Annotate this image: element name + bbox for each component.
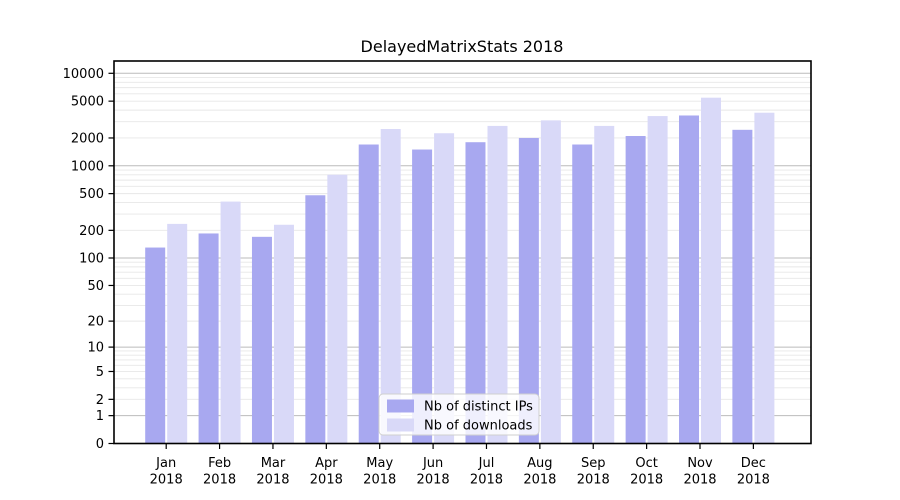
chart-title: DelayedMatrixStats 2018: [361, 37, 564, 56]
x-tick-label: Sep 2018: [577, 456, 610, 488]
bar-distinct-ips-jul: [465, 142, 486, 444]
legend-swatch-distinct-ips: [387, 399, 414, 413]
bar-downloads-may: [380, 129, 401, 444]
x-tick-label: Aug 2018: [523, 456, 556, 488]
x-tick-label: Feb 2018: [203, 456, 236, 488]
bar-downloads-feb: [220, 201, 241, 444]
bar-downloads-jul: [487, 125, 508, 444]
y-axis: 0 12 5 10 20 50 100 200 500 1000 2000 5000 10000: [63, 67, 114, 452]
y-tick-label: 200: [79, 224, 104, 239]
y-tick-label: 0: [96, 437, 104, 452]
bar-distinct-ips-oct: [625, 136, 646, 444]
bar-downloads-apr: [327, 174, 348, 444]
bar-distinct-ips-apr: [305, 195, 326, 444]
legend-label-distinct-ips: Nb of distinct IPs: [424, 400, 533, 415]
x-tick-label: Mar 2018: [256, 456, 289, 488]
legend: Nb of distinct IPs Nb of downloads: [378, 393, 540, 436]
y-tick-label: 1000: [71, 159, 104, 174]
x-tick-label: Apr 2018: [310, 456, 343, 488]
legend-box: [378, 393, 540, 436]
bar-distinct-ips-jun: [412, 149, 433, 444]
y-tick-label: 10000: [63, 67, 104, 82]
x-tick-label: Oct 2018: [630, 456, 663, 488]
bar-downloads-mar: [273, 224, 294, 444]
bar-downloads-dec: [754, 112, 775, 444]
bar-distinct-ips-nov: [679, 115, 699, 444]
y-tick-label: 5000: [71, 95, 104, 110]
bar-downloads-oct: [647, 116, 668, 444]
x-tick-label: Dec 2018: [737, 456, 770, 488]
x-tick-label: May 2018: [363, 456, 396, 488]
x-tick-label: Jun 2018: [417, 456, 450, 488]
x-tick-label: Jan 2018: [150, 456, 183, 488]
legend-swatch-downloads: [387, 418, 414, 432]
y-tick-label: 10: [87, 341, 104, 356]
bar-downloads-sep: [594, 125, 615, 444]
x-axis: Jan 2018 Feb 2018 Mar 2018 Apr 2018 May 2018 Jun 20…: [150, 443, 770, 488]
bar-distinct-ips-feb: [198, 233, 219, 444]
y-tick-label: 50: [87, 279, 104, 294]
bar-distinct-ips-dec: [732, 129, 753, 444]
y-tick-label: 1: [96, 409, 104, 424]
y-tick-label: 2: [96, 393, 104, 408]
bar-distinct-ips-sep: [572, 144, 593, 444]
y-tick-label: 20: [87, 315, 104, 330]
y-tick-label: 2000: [71, 131, 104, 146]
bar-distinct-ips-aug: [518, 137, 539, 444]
y-tick-label: 5: [96, 365, 104, 380]
bar-distinct-ips-may: [358, 144, 379, 444]
y-tick-label: 500: [79, 187, 104, 202]
bars-group: [145, 97, 775, 444]
bar-downloads-jan: [167, 223, 188, 444]
bar-downloads-nov: [701, 97, 721, 444]
bar-downloads-aug: [540, 120, 561, 444]
bar-downloads-jun: [434, 133, 455, 444]
legend-label-downloads: Nb of downloads: [424, 419, 533, 434]
bar-distinct-ips-mar: [251, 236, 272, 444]
bar-distinct-ips-jan: [145, 247, 166, 444]
plot-border: [113, 60, 812, 445]
x-tick-label: Jul 2018: [470, 456, 503, 488]
y-tick-label: 100: [79, 252, 104, 267]
x-tick-label: Nov 2018: [683, 456, 716, 488]
